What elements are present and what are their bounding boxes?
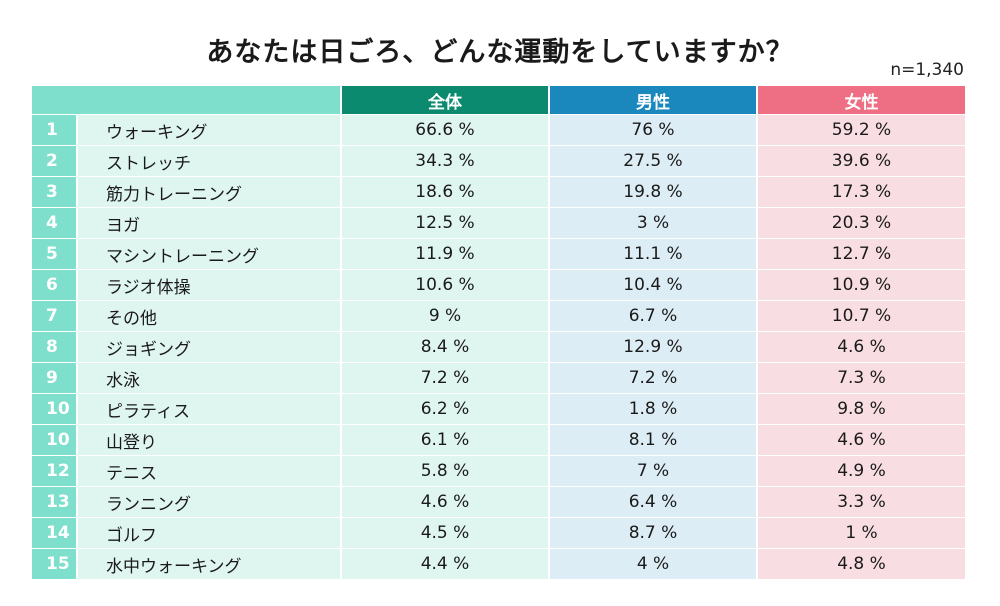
value-male: 76 % bbox=[550, 115, 758, 146]
value-all: 18.6 % bbox=[342, 177, 550, 208]
header-female: 女性 bbox=[758, 86, 967, 115]
value-all: 66.6 % bbox=[342, 115, 550, 146]
value-female: 39.6 % bbox=[758, 146, 967, 177]
rank-cell: 4 bbox=[32, 208, 78, 239]
value-male: 27.5 % bbox=[550, 146, 758, 177]
value-male: 8.1 % bbox=[550, 425, 758, 456]
rank-cell: 13 bbox=[32, 487, 78, 518]
value-female: 10.7 % bbox=[758, 301, 967, 332]
rank-cell: 15 bbox=[32, 549, 78, 580]
survey-table: 全体 男性 女性 1 ウォーキング 66.6 % 76 % 59.2 % 2 ストレッチ 34… bbox=[32, 86, 967, 580]
value-all: 12.5 % bbox=[342, 208, 550, 239]
table-row: 13 ランニング 4.6 % 6.4 % 3.3 % bbox=[32, 487, 967, 518]
exercise-name: ストレッチ bbox=[78, 146, 342, 177]
table-row: 10 山登り 6.1 % 8.1 % 4.6 % bbox=[32, 425, 967, 456]
value-female: 59.2 % bbox=[758, 115, 967, 146]
exercise-name: ラジオ体操 bbox=[78, 270, 342, 301]
exercise-name: ゴルフ bbox=[78, 518, 342, 549]
rank-cell: 5 bbox=[32, 239, 78, 270]
rank-cell: 10 bbox=[32, 425, 78, 456]
value-female: 20.3 % bbox=[758, 208, 967, 239]
value-female: 17.3 % bbox=[758, 177, 967, 208]
exercise-name: 水泳 bbox=[78, 363, 342, 394]
value-female: 7.3 % bbox=[758, 363, 967, 394]
value-all: 34.3 % bbox=[342, 146, 550, 177]
table-body: 1 ウォーキング 66.6 % 76 % 59.2 % 2 ストレッチ 34.3 % 27.5 … bbox=[32, 115, 967, 580]
table-row: 15 水中ウォーキング 4.4 % 4 % 4.8 % bbox=[32, 549, 967, 580]
table-row: 8 ジョギング 8.4 % 12.9 % 4.6 % bbox=[32, 332, 967, 363]
exercise-name: ウォーキング bbox=[78, 115, 342, 146]
rank-cell: 8 bbox=[32, 332, 78, 363]
table-row: 4 ヨガ 12.5 % 3 % 20.3 % bbox=[32, 208, 967, 239]
sample-size: n=1,340 bbox=[890, 60, 964, 80]
rank-cell: 2 bbox=[32, 146, 78, 177]
value-all: 9 % bbox=[342, 301, 550, 332]
value-male: 7 % bbox=[550, 456, 758, 487]
value-all: 10.6 % bbox=[342, 270, 550, 301]
value-female: 4.8 % bbox=[758, 549, 967, 580]
rank-cell: 6 bbox=[32, 270, 78, 301]
value-male: 6.7 % bbox=[550, 301, 758, 332]
value-female: 4.6 % bbox=[758, 332, 967, 363]
value-male: 8.7 % bbox=[550, 518, 758, 549]
exercise-name: ヨガ bbox=[78, 208, 342, 239]
value-female: 3.3 % bbox=[758, 487, 967, 518]
table-row: 12 テニス 5.8 % 7 % 4.9 % bbox=[32, 456, 967, 487]
rank-cell: 9 bbox=[32, 363, 78, 394]
exercise-name: ランニング bbox=[78, 487, 342, 518]
value-all: 4.6 % bbox=[342, 487, 550, 518]
value-female: 10.9 % bbox=[758, 270, 967, 301]
value-male: 3 % bbox=[550, 208, 758, 239]
table-row: 10 ピラティス 6.2 % 1.8 % 9.8 % bbox=[32, 394, 967, 425]
exercise-name: ジョギング bbox=[78, 332, 342, 363]
value-female: 9.8 % bbox=[758, 394, 967, 425]
value-male: 19.8 % bbox=[550, 177, 758, 208]
value-male: 10.4 % bbox=[550, 270, 758, 301]
value-male: 7.2 % bbox=[550, 363, 758, 394]
rank-cell: 7 bbox=[32, 301, 78, 332]
table-row: 5 マシントレーニング 11.9 % 11.1 % 12.7 % bbox=[32, 239, 967, 270]
chart-title: あなたは日ごろ、どんな運動をしていますか？ bbox=[206, 37, 794, 68]
value-all: 4.4 % bbox=[342, 549, 550, 580]
rank-cell: 12 bbox=[32, 456, 78, 487]
value-female: 12.7 % bbox=[758, 239, 967, 270]
value-all: 5.8 % bbox=[342, 456, 550, 487]
exercise-name: テニス bbox=[78, 456, 342, 487]
table-row: 2 ストレッチ 34.3 % 27.5 % 39.6 % bbox=[32, 146, 967, 177]
value-all: 6.1 % bbox=[342, 425, 550, 456]
value-all: 11.9 % bbox=[342, 239, 550, 270]
header-blank-cell bbox=[32, 86, 342, 115]
exercise-name: 水中ウォーキング bbox=[78, 549, 342, 580]
exercise-name: 山登り bbox=[78, 425, 342, 456]
exercise-name: マシントレーニング bbox=[78, 239, 342, 270]
value-male: 6.4 % bbox=[550, 487, 758, 518]
exercise-name: ピラティス bbox=[78, 394, 342, 425]
table-row: 6 ラジオ体操 10.6 % 10.4 % 10.9 % bbox=[32, 270, 967, 301]
exercise-name: その他 bbox=[78, 301, 342, 332]
value-male: 12.9 % bbox=[550, 332, 758, 363]
rank-cell: 3 bbox=[32, 177, 78, 208]
rank-cell: 1 bbox=[32, 115, 78, 146]
table-row: 1 ウォーキング 66.6 % 76 % 59.2 % bbox=[32, 115, 967, 146]
value-female: 4.6 % bbox=[758, 425, 967, 456]
value-male: 1.8 % bbox=[550, 394, 758, 425]
table-row: 7 その他 9 % 6.7 % 10.7 % bbox=[32, 301, 967, 332]
table-row: 3 筋力トレーニング 18.6 % 19.8 % 17.3 % bbox=[32, 177, 967, 208]
value-all: 7.2 % bbox=[342, 363, 550, 394]
value-all: 8.4 % bbox=[342, 332, 550, 363]
header-row: 全体 男性 女性 bbox=[32, 86, 967, 115]
rank-cell: 10 bbox=[32, 394, 78, 425]
value-female: 1 % bbox=[758, 518, 967, 549]
header-all: 全体 bbox=[342, 86, 550, 115]
value-all: 4.5 % bbox=[342, 518, 550, 549]
value-all: 6.2 % bbox=[342, 394, 550, 425]
table-row: 9 水泳 7.2 % 7.2 % 7.3 % bbox=[32, 363, 967, 394]
value-male: 4 % bbox=[550, 549, 758, 580]
table-row: 14 ゴルフ 4.5 % 8.7 % 1 % bbox=[32, 518, 967, 549]
value-female: 4.9 % bbox=[758, 456, 967, 487]
exercise-name: 筋力トレーニング bbox=[78, 177, 342, 208]
value-male: 11.1 % bbox=[550, 239, 758, 270]
rank-cell: 14 bbox=[32, 518, 78, 549]
header-male: 男性 bbox=[550, 86, 758, 115]
